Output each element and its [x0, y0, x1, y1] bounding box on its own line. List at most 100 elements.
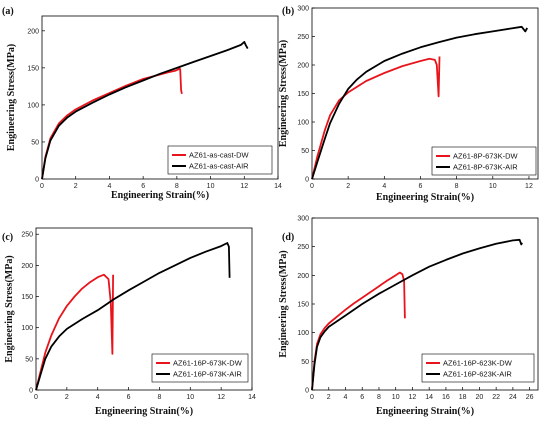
- series-line-air: [311, 25, 528, 180]
- y-tick-label: 150: [21, 294, 33, 301]
- series-line-dw: [311, 56, 441, 180]
- y-tick-label: 50: [301, 148, 309, 155]
- x-tick-label: 6: [127, 394, 131, 401]
- series-line-dw: [35, 273, 114, 391]
- y-axis-label: Engineering Stress(MPa): [278, 250, 289, 357]
- y-tick-label: 100: [27, 102, 39, 109]
- x-tick-label: 6: [141, 183, 145, 190]
- x-axis-label: Engineering Strain(%): [376, 192, 474, 203]
- y-tick-label: 300: [297, 6, 309, 13]
- x-tick-label: 4: [96, 394, 100, 401]
- chart-panel-c: 0 2 4 6 8 10 12 14 0 50 100 150 200 250 (c) Engineering…: [2, 227, 256, 417]
- legend-box: [431, 146, 537, 176]
- x-axis-label: Engineering Strain(%): [111, 190, 209, 201]
- y-tick-label: 200: [297, 63, 309, 70]
- series-line-dw: [41, 67, 183, 180]
- y-tick-label: 250: [297, 34, 309, 41]
- plot-frame: [35, 227, 253, 391]
- panel-label: (a): [2, 6, 14, 17]
- legend: AZ61-8P-673K-DW AZ61-8P-673K-AIR: [431, 146, 537, 176]
- series-line-dw: [311, 271, 406, 391]
- x-tick-label: 6: [360, 394, 364, 401]
- legend-entry: AZ61-16P-623K-AIR: [443, 370, 512, 379]
- x-tick-label: 12: [525, 183, 533, 190]
- y-tick-label: 200: [21, 263, 33, 270]
- legend-entry: AZ61-8P-673K-DW: [453, 152, 519, 161]
- panel-label: (c): [2, 232, 13, 243]
- y-tick-label: 100: [297, 120, 309, 127]
- x-tick-label: 2: [346, 183, 350, 190]
- y-tick-label: 250: [297, 244, 309, 251]
- x-tick-label: 20: [476, 394, 484, 401]
- x-tick-label: 10: [207, 183, 215, 190]
- x-tick-label: 14: [248, 394, 256, 401]
- legend-entry: AZ61-16P-673K-AIR: [173, 370, 242, 379]
- x-tick-label: 2: [74, 183, 78, 190]
- series-line-air: [311, 238, 523, 391]
- x-tick-label: 4: [344, 394, 348, 401]
- y-axis-label: Engineering Stress(MPa): [4, 255, 15, 362]
- x-tick-label: 10: [392, 394, 400, 401]
- legend-box: [167, 145, 273, 175]
- legend-entry: AZ61-8P-673K-AIR: [453, 163, 518, 172]
- x-tick-label: 12: [217, 394, 225, 401]
- chart-panel-a: 0 2 4 6 8 10 12 14 0 50 100 150 200 (a) Engineering St…: [2, 6, 282, 201]
- x-tick-label: 4: [382, 183, 386, 190]
- y-tick-label: 0: [305, 177, 309, 184]
- x-tick-label: 6: [419, 183, 423, 190]
- legend-entry: AZ61-as-cast-DW: [189, 151, 250, 160]
- x-tick-label: 4: [107, 183, 111, 190]
- series-line-air: [35, 242, 231, 391]
- x-tick-label: 16: [442, 394, 450, 401]
- x-tick-label: 26: [526, 394, 534, 401]
- x-tick-label: 24: [509, 394, 517, 401]
- panel-label: (d): [282, 232, 294, 243]
- x-axis-label: Engineering Strain(%): [376, 406, 474, 417]
- legend-box: [421, 353, 535, 383]
- x-tick-label: 8: [377, 394, 381, 401]
- y-tick-label: 150: [297, 91, 309, 98]
- y-tick-label: 100: [297, 330, 309, 337]
- y-tick-label: 50: [25, 356, 33, 363]
- x-tick-label: 12: [409, 394, 417, 401]
- legend: AZ61-16P-623K-DW AZ61-16P-623K-AIR: [421, 353, 535, 383]
- x-tick-label: 22: [492, 394, 500, 401]
- x-tick-label: 0: [34, 394, 38, 401]
- x-tick-label: 18: [459, 394, 467, 401]
- x-axis-label: Engineering Strain(%): [95, 406, 193, 417]
- y-tick-label: 150: [27, 65, 39, 72]
- x-tick-label: 0: [40, 183, 44, 190]
- y-tick-label: 200: [27, 28, 39, 35]
- x-tick-label: 10: [489, 183, 497, 190]
- x-tick-label: 0: [310, 394, 314, 401]
- y-tick-label: 50: [301, 359, 309, 366]
- x-tick-label: 12: [240, 183, 248, 190]
- y-tick-label: 0: [29, 388, 33, 395]
- legend: AZ61-as-cast-DW AZ61-as-cast-AIR: [167, 145, 273, 175]
- y-axis-label: Engineering Stress(MPa): [278, 40, 289, 147]
- legend-entry: AZ61-as-cast-AIR: [189, 162, 249, 171]
- y-tick-label: 0: [305, 388, 309, 395]
- chart-panel-d: 0 2 4 6 8 10 12 14 16 18 20 22 24 2605010015020025030…: [278, 216, 539, 417]
- y-tick-label: 300: [297, 216, 309, 223]
- x-tick-label: 8: [157, 394, 161, 401]
- plot-frame: [41, 15, 279, 180]
- y-tick-label: 50: [31, 139, 39, 146]
- x-tick-label: 0: [310, 183, 314, 190]
- panel-label: (b): [282, 6, 294, 17]
- y-tick-label: 250: [21, 232, 33, 239]
- legend-entry: AZ61-16P-623K-DW: [443, 359, 513, 368]
- chart-panel-b: 0 2 4 6 8 10 12 0 50 100 150 200 250 300(b) Engineerin…: [278, 6, 539, 203]
- legend: AZ61-16P-673K-DW AZ61-16P-673K-AIR: [151, 353, 249, 383]
- x-tick-label: 14: [274, 183, 282, 190]
- y-tick-label: 150: [297, 302, 309, 309]
- x-tick-label: 10: [186, 394, 194, 401]
- x-tick-label: 14: [425, 394, 433, 401]
- y-axis-label: Engineering Stress(MPa): [6, 44, 17, 151]
- series-line-air: [41, 41, 249, 180]
- x-tick-label: 2: [327, 394, 331, 401]
- y-tick-label: 100: [21, 325, 33, 332]
- x-tick-label: 2: [65, 394, 69, 401]
- x-tick-label: 8: [175, 183, 179, 190]
- y-tick-label: 200: [297, 273, 309, 280]
